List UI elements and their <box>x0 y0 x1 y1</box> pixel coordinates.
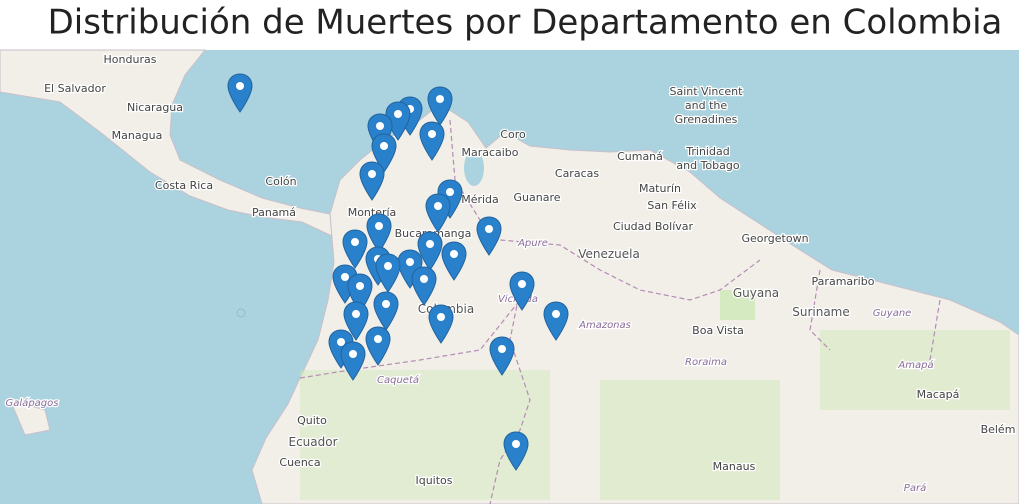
place-label: Ciudad Bolívar <box>613 220 694 233</box>
place-label: Belém <box>981 423 1016 436</box>
place-label: Quito <box>297 414 327 427</box>
place-label: El Salvador <box>44 82 106 95</box>
place-label: Maturín <box>639 182 681 195</box>
place-label: Apure <box>517 238 548 249</box>
place-label: Maracaibo <box>461 146 518 159</box>
place-label: Costa Rica <box>155 179 213 192</box>
map-title: Distribución de Muertes por Departamento… <box>48 3 1003 43</box>
place-label: Colón <box>265 175 296 188</box>
place-label: Guanare <box>514 191 561 204</box>
place-label: Amapá <box>897 359 933 371</box>
place-label: Saint Vincent <box>670 85 744 98</box>
place-label: Nicaragua <box>127 101 183 114</box>
place-label: Boa Vista <box>692 324 744 337</box>
place-label: Macapá <box>917 388 960 401</box>
place-label: Cumaná <box>617 150 663 163</box>
place-label: Panamá <box>252 206 296 219</box>
place-label: Cuenca <box>279 456 320 469</box>
place-label: Coro <box>500 128 526 141</box>
place-labels: Honduras El Salvador Nicaragua Managua C… <box>4 52 1016 496</box>
place-label: Georgetown <box>741 232 808 245</box>
place-label: Guyana <box>733 286 779 300</box>
place-label: Caquetá <box>377 374 419 386</box>
place-label: Suriname <box>792 305 850 319</box>
place-label: Paramaribo <box>812 275 875 288</box>
place-label: Ecuador <box>288 435 337 449</box>
place-label: Mérida <box>461 193 499 206</box>
place-label: Honduras <box>104 53 157 66</box>
place-label: Guyane <box>873 308 912 319</box>
place-label: Caracas <box>555 167 599 180</box>
place-label: Galápagos <box>6 397 59 409</box>
place-label: Trinidad <box>685 145 729 158</box>
place-label: Grenadines <box>675 113 738 126</box>
place-label: Iquitos <box>415 474 452 487</box>
place-label: and Tobago <box>676 159 739 172</box>
place-label: and the <box>685 99 727 112</box>
place-label: Managua <box>112 129 163 142</box>
place-label: Roraima <box>685 357 727 368</box>
place-label: Manaus <box>713 460 756 473</box>
place-label: Pará <box>904 482 926 494</box>
place-label: San Félix <box>647 199 697 212</box>
place-label: Amazonas <box>578 320 631 331</box>
place-label: Venezuela <box>578 247 640 261</box>
